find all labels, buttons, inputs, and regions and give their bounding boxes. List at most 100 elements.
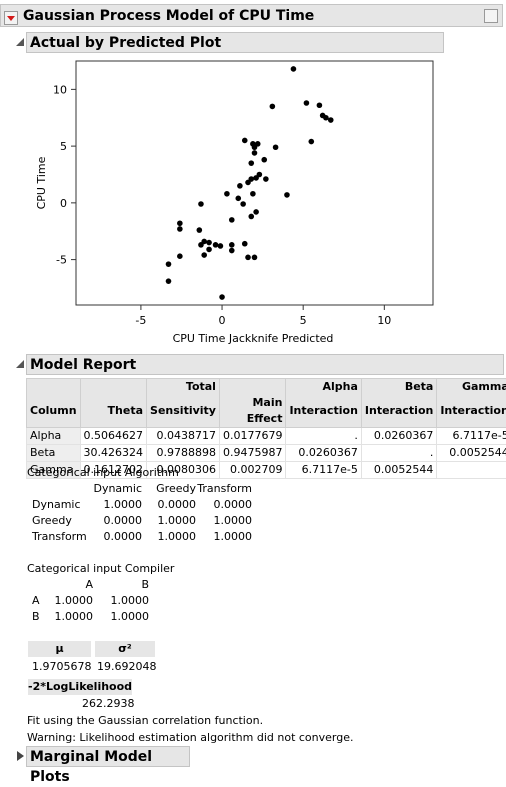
column-header: Theta <box>80 395 147 428</box>
loglikelihood-header: -2*LogLikelihood <box>28 679 132 695</box>
algorithm-title: Categorical input Algorithm <box>27 465 179 480</box>
column-header-top <box>27 379 81 396</box>
data-point[interactable] <box>291 66 297 72</box>
row-label: Alpha <box>27 428 81 445</box>
data-point[interactable] <box>252 144 258 150</box>
disclosure-icon[interactable] <box>16 38 24 46</box>
column-header-top <box>80 379 147 396</box>
sigma-header: σ² <box>95 641 155 657</box>
data-point[interactable] <box>235 196 241 202</box>
matrix-column-header: B <box>99 577 149 592</box>
data-point[interactable] <box>248 214 254 220</box>
data-point[interactable] <box>218 243 224 249</box>
column-header-top: Total <box>147 379 220 396</box>
data-point[interactable] <box>304 100 310 106</box>
data-point[interactable] <box>240 201 246 207</box>
matrix-cell: 1.0000 <box>196 513 252 528</box>
plot-frame <box>76 61 433 305</box>
data-point[interactable] <box>198 201 204 207</box>
data-point[interactable] <box>166 261 172 267</box>
row-label: Beta <box>27 445 81 462</box>
column-header-top: Alpha <box>286 379 361 396</box>
marginal-model-plots-header[interactable]: Marginal Model Plots <box>26 746 190 767</box>
column-header: Interaction <box>361 395 436 428</box>
matrix-column-header: Greedy <box>140 481 196 496</box>
table-cell: . <box>361 445 436 462</box>
disclosure-collapsed-icon[interactable] <box>17 751 24 761</box>
data-point[interactable] <box>166 278 172 284</box>
data-point[interactable] <box>263 176 269 182</box>
data-point[interactable] <box>229 248 235 254</box>
data-point[interactable] <box>242 138 248 144</box>
data-point[interactable] <box>201 252 207 258</box>
x-tick-label: -5 <box>135 314 146 327</box>
report-title: Gaussian Process Model of CPU Time <box>23 6 314 26</box>
matrix-cell: 0.0000 <box>86 513 142 528</box>
data-point[interactable] <box>197 227 203 233</box>
data-point[interactable] <box>177 253 183 259</box>
table-cell: 6.7117e-5 <box>437 428 506 445</box>
y-tick-label: -5 <box>56 254 67 267</box>
column-header: Interaction <box>437 395 506 428</box>
data-point[interactable] <box>206 247 212 253</box>
data-point[interactable] <box>253 209 259 215</box>
table-cell: 0.002709 <box>219 462 286 479</box>
data-point[interactable] <box>177 220 183 226</box>
table-cell: 0.9475987 <box>219 445 286 462</box>
section-title: Marginal Model Plots <box>30 747 189 787</box>
y-tick-label: 10 <box>53 83 67 96</box>
data-point[interactable] <box>308 139 314 145</box>
matrix-row-label: Greedy <box>32 513 72 528</box>
data-point[interactable] <box>237 183 243 189</box>
data-point[interactable] <box>219 294 225 300</box>
header-bar: Gaussian Process Model of CPU Time <box>0 4 503 27</box>
data-point[interactable] <box>253 175 259 181</box>
disclosure-icon[interactable] <box>16 360 24 368</box>
data-point[interactable] <box>273 144 279 150</box>
column-header: Column <box>27 395 81 428</box>
data-point[interactable] <box>245 180 251 186</box>
table-cell: 0.0052544 <box>361 462 436 479</box>
mu-header: μ <box>28 641 91 657</box>
model-report-header[interactable]: Model Report <box>26 354 504 375</box>
data-point[interactable] <box>229 217 235 223</box>
table-cell: 6.7117e-5 <box>286 462 361 479</box>
data-point[interactable] <box>317 102 323 108</box>
fit-note: Fit using the Gaussian correlation funct… <box>27 713 263 728</box>
data-point[interactable] <box>201 239 207 245</box>
x-tick-label: 0 <box>219 314 226 327</box>
data-point[interactable] <box>242 241 248 247</box>
table-cell: . <box>286 428 361 445</box>
matrix-cell: 0.0000 <box>196 497 252 512</box>
data-point[interactable] <box>250 191 256 197</box>
matrix-row-label: A <box>32 593 40 608</box>
column-header-top: Gamma <box>437 379 506 396</box>
data-point[interactable] <box>252 150 258 156</box>
matrix-cell: 1.0000 <box>43 609 93 624</box>
data-point[interactable] <box>261 157 267 163</box>
table-cell: . <box>437 462 506 479</box>
matrix-row-label: B <box>32 609 40 624</box>
matrix-row-label: Dynamic <box>32 497 81 512</box>
data-point[interactable] <box>229 242 235 248</box>
data-point[interactable] <box>245 255 251 261</box>
data-point[interactable] <box>323 115 329 121</box>
data-point[interactable] <box>248 160 254 166</box>
actual-by-predicted-header[interactable]: Actual by Predicted Plot <box>26 32 444 53</box>
red-triangle-menu-button[interactable] <box>4 11 18 25</box>
data-point[interactable] <box>270 104 276 110</box>
data-point[interactable] <box>252 255 258 261</box>
matrix-column-header: A <box>43 577 93 592</box>
data-point[interactable] <box>224 191 230 197</box>
data-point[interactable] <box>213 242 219 248</box>
data-point[interactable] <box>177 226 183 232</box>
matrix-row-label: Transform <box>32 529 87 544</box>
pin-icon[interactable] <box>484 9 498 23</box>
data-point[interactable] <box>284 192 290 198</box>
section-title: Model Report <box>30 355 136 375</box>
data-point[interactable] <box>328 117 334 123</box>
data-point[interactable] <box>206 240 212 246</box>
